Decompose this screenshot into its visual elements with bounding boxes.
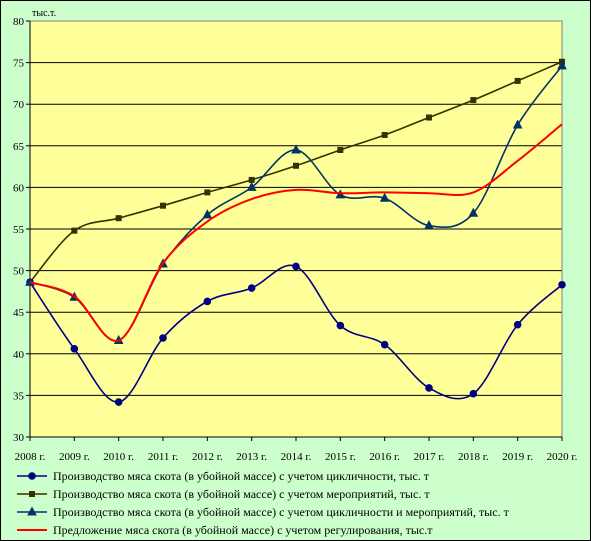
- data-point-series-2: [160, 202, 166, 209]
- data-point-series-2: [470, 97, 477, 104]
- data-point-series-3: [468, 207, 479, 217]
- legend-marker-2: [29, 491, 35, 497]
- data-point-series-2: [426, 114, 432, 121]
- data-point-series-3: [246, 181, 257, 191]
- legend-label-4: Предложение мяса скота (в убойной массе)…: [53, 523, 433, 537]
- x-tick-label: 2018 г.: [458, 451, 489, 463]
- data-point-series-3: [291, 144, 301, 154]
- x-tick-label: 2009 г.: [59, 451, 90, 463]
- x-tick-label: 2012 г.: [192, 451, 223, 463]
- data-point-series-1: [203, 297, 212, 306]
- data-point-series-2: [204, 189, 211, 196]
- data-point-series-1: [114, 398, 123, 406]
- data-point-series-1: [336, 321, 345, 330]
- data-point-series-2: [248, 176, 255, 183]
- data-point-series-1: [247, 284, 256, 292]
- y-tick-label: 50: [13, 266, 25, 278]
- legend-label-1: Производство мяса скота (в убойной массе…: [53, 469, 430, 483]
- y-tick-label: 75: [13, 58, 25, 70]
- data-point-series-1: [292, 262, 300, 271]
- y-tick-label: 30: [13, 432, 25, 444]
- data-point-series-2: [514, 77, 521, 84]
- x-tick-label: 2013 г.: [236, 451, 267, 463]
- y-tick-label: 40: [13, 349, 25, 361]
- series-line-4: [29, 123, 563, 342]
- x-tick-label: 2010 г.: [103, 451, 134, 463]
- data-point-series-1: [380, 340, 389, 349]
- data-point-series-1: [425, 384, 433, 392]
- y-tick-label: 65: [13, 141, 25, 153]
- y-tick-label: 35: [13, 390, 25, 402]
- x-tick-label: 2008 г.: [15, 451, 46, 463]
- legend-marker-1: [28, 472, 36, 480]
- data-point-series-3: [202, 209, 213, 219]
- data-point-series-3: [557, 60, 567, 70]
- x-tick-label: 2019 г.: [502, 451, 533, 463]
- data-point-series-2: [115, 215, 122, 222]
- data-point-series-2: [381, 131, 388, 138]
- x-tick-label: 2014 г.: [281, 451, 312, 463]
- data-point-series-1: [159, 334, 167, 342]
- x-tick-label: 2020 г.: [547, 451, 578, 463]
- legend-label-3: Производство мяса скота (в убойной массе…: [53, 505, 510, 519]
- data-point-series-1: [70, 345, 79, 353]
- data-point-series-2: [337, 146, 344, 153]
- y-tick-label: 80: [13, 16, 25, 28]
- x-tick-label: 2017 г.: [414, 451, 445, 463]
- y-axis-unit: тыс.т.: [32, 8, 56, 19]
- x-tick-label: 2015 г.: [325, 451, 356, 463]
- x-tick-label: 2016 г.: [369, 451, 400, 463]
- data-point-series-3: [512, 119, 523, 129]
- data-point-series-1: [513, 320, 522, 329]
- y-tick-label: 55: [13, 224, 25, 236]
- legend-marker-3: [27, 506, 37, 516]
- data-point-series-2: [71, 227, 78, 234]
- y-tick-label: 70: [13, 99, 25, 111]
- data-point-series-3: [424, 220, 434, 230]
- y-tick-label: 60: [13, 182, 25, 194]
- data-point-series-2: [293, 162, 299, 169]
- y-tick-label: 45: [13, 307, 25, 319]
- legend-label-2: Производство мяса скота (в убойной массе…: [53, 487, 430, 501]
- data-point-series-1: [558, 280, 566, 289]
- data-point-series-3: [379, 192, 390, 202]
- data-point-series-1: [469, 389, 478, 398]
- x-tick-label: 2011 г.: [148, 451, 179, 463]
